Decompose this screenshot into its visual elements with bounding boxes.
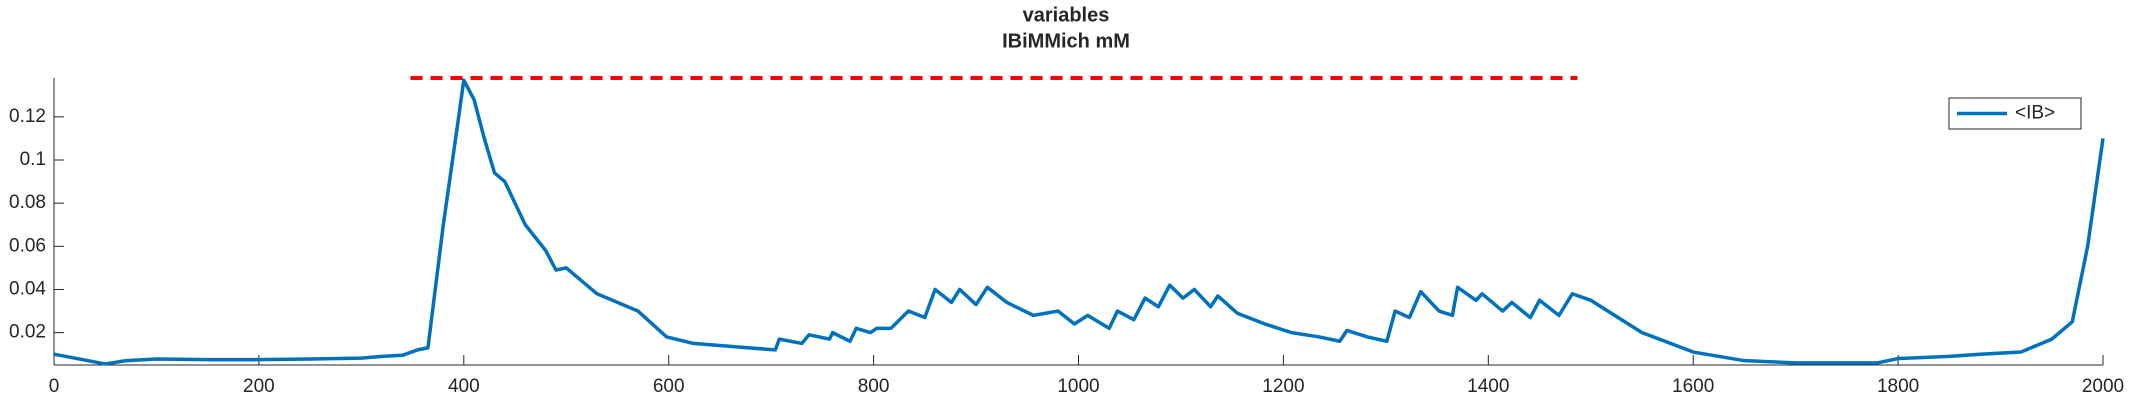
legend-label: <IB> — [2015, 103, 2055, 124]
x-tick-label: 1400 — [1467, 376, 1509, 397]
x-tick-label: 400 — [448, 376, 480, 397]
y-tick-label: 0.02 — [9, 322, 46, 343]
chart-title: variables — [1023, 4, 1110, 26]
x-tick-label: 1600 — [1672, 376, 1714, 397]
y-tick-label: 0.1 — [20, 149, 46, 170]
chart-subtitle: IBiMMich mM — [1002, 30, 1130, 52]
x-tick-label: 1200 — [1262, 376, 1304, 397]
x-tick-label: 600 — [653, 376, 685, 397]
y-tick-label: 0.06 — [9, 235, 46, 256]
x-tick-label: 200 — [243, 376, 275, 397]
y-tick-label: 0.04 — [9, 278, 46, 299]
x-tick-label: 0 — [49, 376, 60, 397]
x-tick-label: 800 — [858, 376, 890, 397]
x-tick-label: 1800 — [1877, 376, 1919, 397]
x-tick-label: 1000 — [1057, 376, 1099, 397]
y-tick-label: 0.12 — [9, 106, 46, 127]
x-tick-label: 2000 — [2082, 376, 2124, 397]
y-tick-label: 0.08 — [9, 192, 46, 213]
data-line — [53, 78, 2105, 366]
